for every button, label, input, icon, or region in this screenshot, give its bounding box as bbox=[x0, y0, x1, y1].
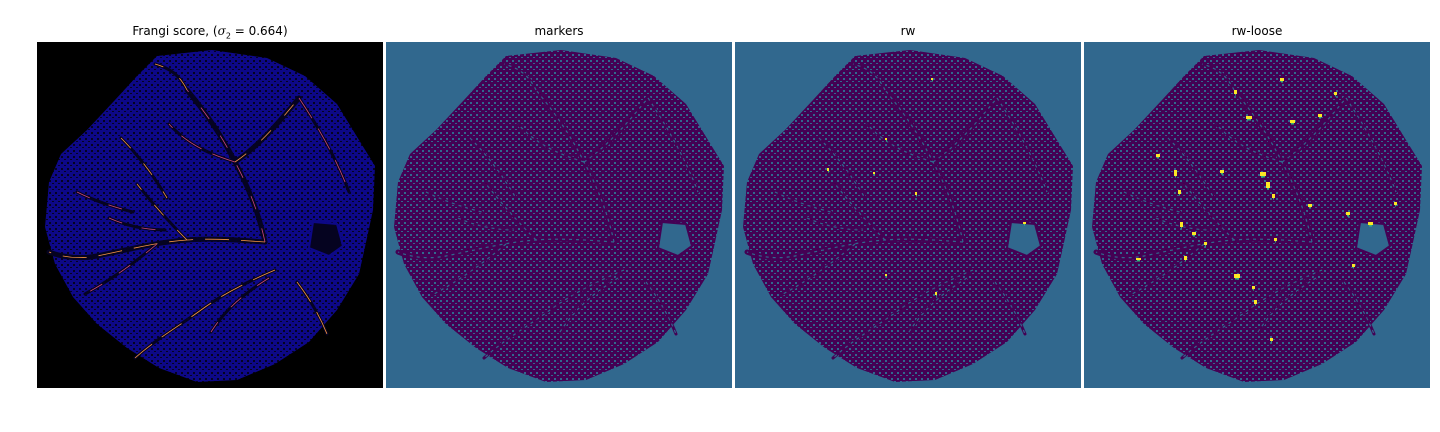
markers-image-panel bbox=[386, 42, 732, 388]
frangi-image bbox=[37, 42, 383, 388]
markers-image bbox=[386, 42, 732, 388]
rw-image bbox=[735, 42, 1081, 388]
rw-loose-panel-title: rw-loose bbox=[1231, 24, 1283, 38]
rw-image-panel bbox=[735, 42, 1081, 388]
frangi-image-panel bbox=[37, 42, 383, 388]
rw-panel-title: rw bbox=[900, 24, 916, 38]
frangi-panel-title: Frangi score, (σ2 = 0.664) bbox=[132, 24, 288, 41]
rw-loose-image bbox=[1084, 42, 1430, 388]
markers-panel-title: markers bbox=[534, 24, 584, 38]
rw-loose-image-panel bbox=[1084, 42, 1430, 388]
